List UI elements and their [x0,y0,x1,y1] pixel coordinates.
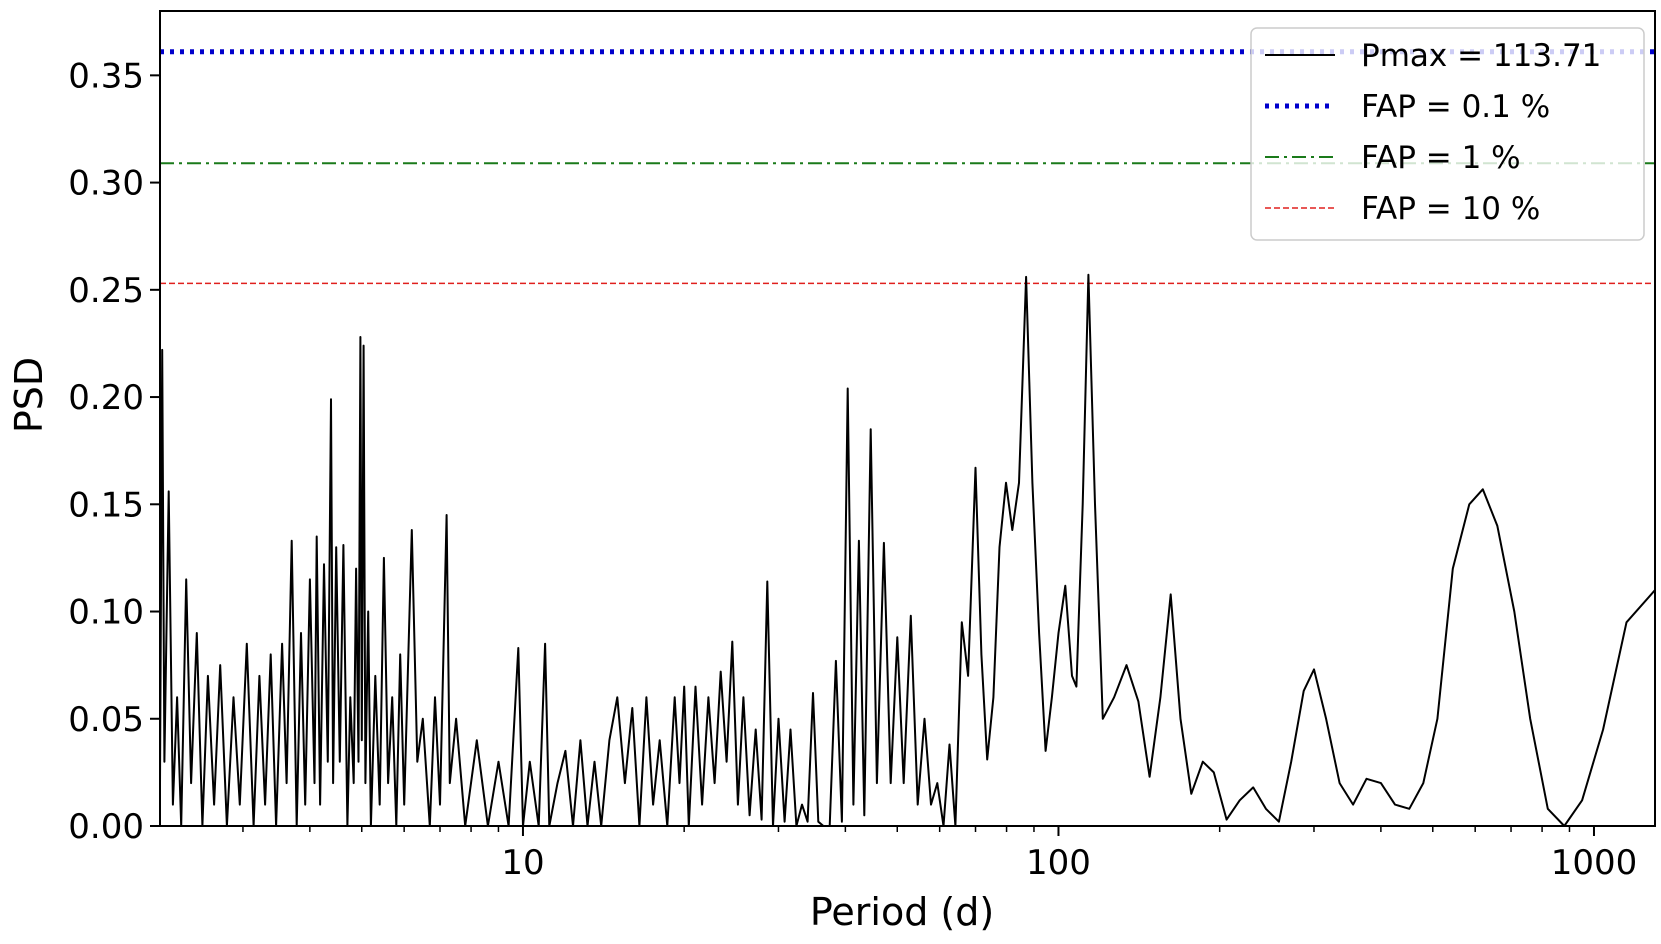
y-tick-label: 0.00 [68,807,144,847]
plot-border [159,10,1656,827]
legend-label: Pmax = 113.71 [1361,38,1601,74]
y-tick-label: 0.25 [68,271,144,311]
psd-series-line [159,273,1656,827]
x-tick-label: 10 [501,843,544,883]
legend-label: FAP = 10 % [1361,191,1540,227]
y-tick-label: 0.30 [68,164,144,204]
y-tick-label: 0.15 [68,485,144,525]
y-tick-label: 0.10 [68,593,144,633]
legend-box [1250,27,1645,241]
plot-frame [159,10,1656,827]
y-tick-label: 0.20 [68,378,144,418]
y-tick-label: 0.35 [68,56,144,96]
legend-label: FAP = 0.1 % [1361,89,1550,125]
series-lines [159,273,1656,827]
legend: Pmax = 113.71 FAP = 0.1 % FAP = 1 % FAP = 1… [1250,27,1645,241]
x-axis-title: Period (d) [810,890,994,934]
x-tick-label: 100 [1026,843,1091,883]
y-tick-label: 0.05 [68,700,144,740]
legend-label: FAP = 1 % [1361,140,1521,176]
x-tick-label: 1000 [1551,843,1638,883]
y-axis-title: PSD [7,357,51,433]
